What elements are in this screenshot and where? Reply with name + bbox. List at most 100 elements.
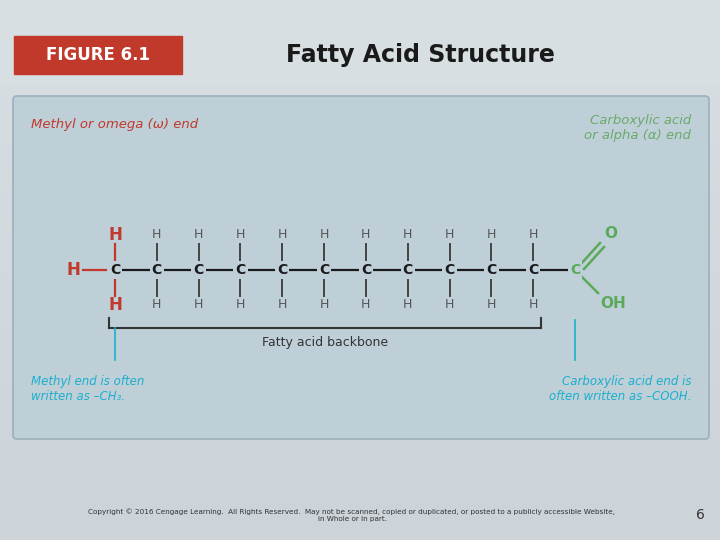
- Bar: [0, 404, 720, 414]
- Bar: [0, 197, 720, 207]
- Bar: [0, 305, 720, 315]
- FancyBboxPatch shape: [13, 96, 709, 439]
- Bar: [0, 449, 720, 459]
- Bar: [0, 26, 720, 36]
- Text: H: H: [361, 228, 371, 241]
- Text: H: H: [278, 228, 287, 241]
- Bar: [0, 71, 720, 81]
- Bar: [14, 36, 182, 74]
- Bar: [0, 521, 720, 531]
- Text: H: H: [403, 228, 413, 241]
- Text: O: O: [605, 226, 618, 241]
- Bar: [0, 0, 720, 9]
- Bar: [0, 188, 720, 198]
- Text: H: H: [403, 299, 413, 312]
- Bar: [0, 269, 720, 279]
- Bar: [0, 530, 720, 540]
- Text: C: C: [235, 263, 246, 277]
- Bar: [0, 152, 720, 162]
- Text: Fatty Acid Structure: Fatty Acid Structure: [286, 43, 554, 67]
- Text: FIGURE 6.1: FIGURE 6.1: [46, 46, 150, 64]
- Bar: [0, 485, 720, 495]
- Bar: [0, 233, 720, 243]
- Text: H: H: [108, 226, 122, 244]
- Text: H: H: [487, 228, 496, 241]
- Text: Methyl or omega (ω) end: Methyl or omega (ω) end: [31, 118, 198, 131]
- Text: H: H: [152, 299, 161, 312]
- Bar: [0, 287, 720, 297]
- Bar: [0, 116, 720, 126]
- Bar: [0, 62, 720, 72]
- Text: Carboxylic acid
or alpha (α) end: Carboxylic acid or alpha (α) end: [584, 114, 691, 142]
- Bar: [0, 170, 720, 180]
- Text: C: C: [444, 263, 454, 277]
- Text: H: H: [320, 299, 329, 312]
- Bar: [0, 422, 720, 432]
- Bar: [0, 17, 720, 27]
- Bar: [0, 278, 720, 288]
- Text: H: H: [66, 261, 80, 279]
- Bar: [0, 476, 720, 486]
- Bar: [0, 98, 720, 108]
- Bar: [0, 494, 720, 504]
- Text: OH: OH: [600, 295, 626, 310]
- Bar: [0, 44, 720, 54]
- Bar: [0, 206, 720, 216]
- Bar: [0, 242, 720, 252]
- Bar: [0, 8, 720, 18]
- Bar: [0, 350, 720, 360]
- Text: C: C: [361, 263, 371, 277]
- Bar: [0, 341, 720, 351]
- Bar: [0, 260, 720, 270]
- Bar: [0, 107, 720, 117]
- Bar: [0, 503, 720, 513]
- Bar: [0, 35, 720, 45]
- Bar: [0, 386, 720, 396]
- Bar: [0, 413, 720, 423]
- Bar: [0, 431, 720, 441]
- Bar: [0, 0, 720, 85]
- Bar: [0, 323, 720, 333]
- Bar: [0, 395, 720, 405]
- Bar: [0, 179, 720, 189]
- Bar: [0, 125, 720, 135]
- Text: C: C: [486, 263, 497, 277]
- Text: Carboxylic acid end is
often written as –COOH.: Carboxylic acid end is often written as …: [549, 375, 691, 403]
- Text: C: C: [277, 263, 287, 277]
- Bar: [0, 467, 720, 477]
- Text: H: H: [320, 228, 329, 241]
- Text: C: C: [402, 263, 413, 277]
- Text: C: C: [319, 263, 329, 277]
- Text: H: H: [235, 228, 245, 241]
- Bar: [0, 80, 720, 90]
- Bar: [0, 332, 720, 342]
- Text: H: H: [445, 299, 454, 312]
- Bar: [0, 440, 720, 450]
- Text: H: H: [108, 296, 122, 314]
- Text: H: H: [235, 299, 245, 312]
- Bar: [0, 53, 720, 63]
- Text: H: H: [278, 299, 287, 312]
- Bar: [0, 296, 720, 306]
- Bar: [0, 458, 720, 468]
- Text: H: H: [361, 299, 371, 312]
- Text: H: H: [528, 228, 538, 241]
- Text: H: H: [445, 228, 454, 241]
- Bar: [0, 377, 720, 387]
- Bar: [0, 359, 720, 369]
- Bar: [0, 143, 720, 153]
- Bar: [0, 134, 720, 144]
- Text: Fatty acid backbone: Fatty acid backbone: [262, 336, 388, 349]
- Text: Copyright © 2016 Cengage Learning.  All Rights Reserved.  May not be scanned, co: Copyright © 2016 Cengage Learning. All R…: [89, 508, 616, 522]
- Bar: [0, 215, 720, 225]
- Bar: [0, 314, 720, 324]
- Bar: [0, 368, 720, 378]
- Text: C: C: [194, 263, 204, 277]
- Text: H: H: [194, 228, 203, 241]
- Bar: [0, 512, 720, 522]
- Text: Methyl end is often
written as –CH₃.: Methyl end is often written as –CH₃.: [31, 375, 145, 403]
- Text: 6: 6: [696, 508, 704, 522]
- Text: H: H: [487, 299, 496, 312]
- Text: C: C: [570, 263, 580, 277]
- Bar: [0, 251, 720, 261]
